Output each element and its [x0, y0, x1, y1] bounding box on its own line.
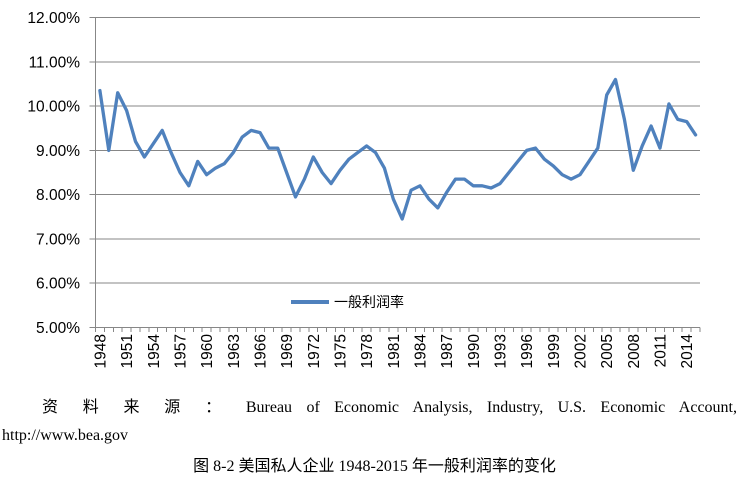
y-axis-label: 10.00% [27, 99, 80, 116]
x-axis-label: 1999 [546, 334, 563, 368]
x-axis-label: 1951 [119, 334, 136, 368]
x-axis-label: 1981 [386, 334, 403, 368]
x-axis-label: 1969 [279, 334, 296, 368]
y-axis-label: 11.00% [29, 54, 81, 71]
y-axis-label: 8.00% [36, 187, 80, 204]
source-note: 资 料 来 源 ： Bureau of Economic Analysis, I… [2, 398, 737, 445]
legend-line-swatch [291, 300, 329, 304]
x-axis-label: 1948 [92, 334, 109, 368]
chart-canvas: 5.00% 6.00% 7.00% 8.00% 9.00% 10.00% 11.00% 12.… [27, 10, 701, 369]
source-note-text: 资 料 来 源 ： Bureau of Economic Analysis, I… [42, 399, 737, 416]
profit-rate-chart: 5.00% 6.00% 7.00% 8.00% 9.00% 10.00% 11.00% 12.… [27, 10, 701, 369]
figure-caption: 图 8-2 美国私人企业 1948-2015 年一般利润率的变化 [193, 458, 556, 475]
y-axis-label: 6.00% [36, 276, 80, 293]
x-axis-label: 1966 [252, 334, 269, 368]
chart-legend: 一般利润率 [291, 293, 404, 311]
y-axis-label: 12.00% [27, 10, 80, 27]
x-axis-label: 1975 [332, 334, 349, 368]
x-axis-label: 1963 [226, 334, 243, 368]
x-axis-label: 1984 [412, 334, 429, 369]
profit-rate-line [98, 77, 698, 221]
x-axis-label: 1990 [466, 334, 483, 369]
x-axis-label: 1954 [146, 334, 163, 369]
source-url: http://www.bea.gov [2, 427, 129, 444]
x-axis-label: 1972 [306, 334, 323, 368]
legend-label: 一般利润率 [334, 294, 404, 310]
y-axis-label: 9.00% [36, 143, 80, 160]
x-axis-label: 2014 [679, 334, 696, 369]
x-axis-label: 1978 [359, 334, 376, 368]
x-axis-label: 1957 [172, 334, 189, 368]
y-axis-label: 7.00% [36, 231, 80, 248]
x-axis-label: 1960 [199, 334, 216, 369]
x-axis-label: 2002 [572, 334, 589, 368]
x-axis-label: 1996 [519, 334, 536, 368]
x-axis-label: 2011 [652, 334, 669, 367]
x-axis-label: 2008 [626, 334, 643, 368]
x-axis-label: 1987 [439, 334, 456, 368]
y-axis-label: 5.00% [36, 320, 80, 337]
x-axis-label: 1993 [492, 334, 509, 368]
x-axis-label: 2005 [599, 334, 616, 368]
